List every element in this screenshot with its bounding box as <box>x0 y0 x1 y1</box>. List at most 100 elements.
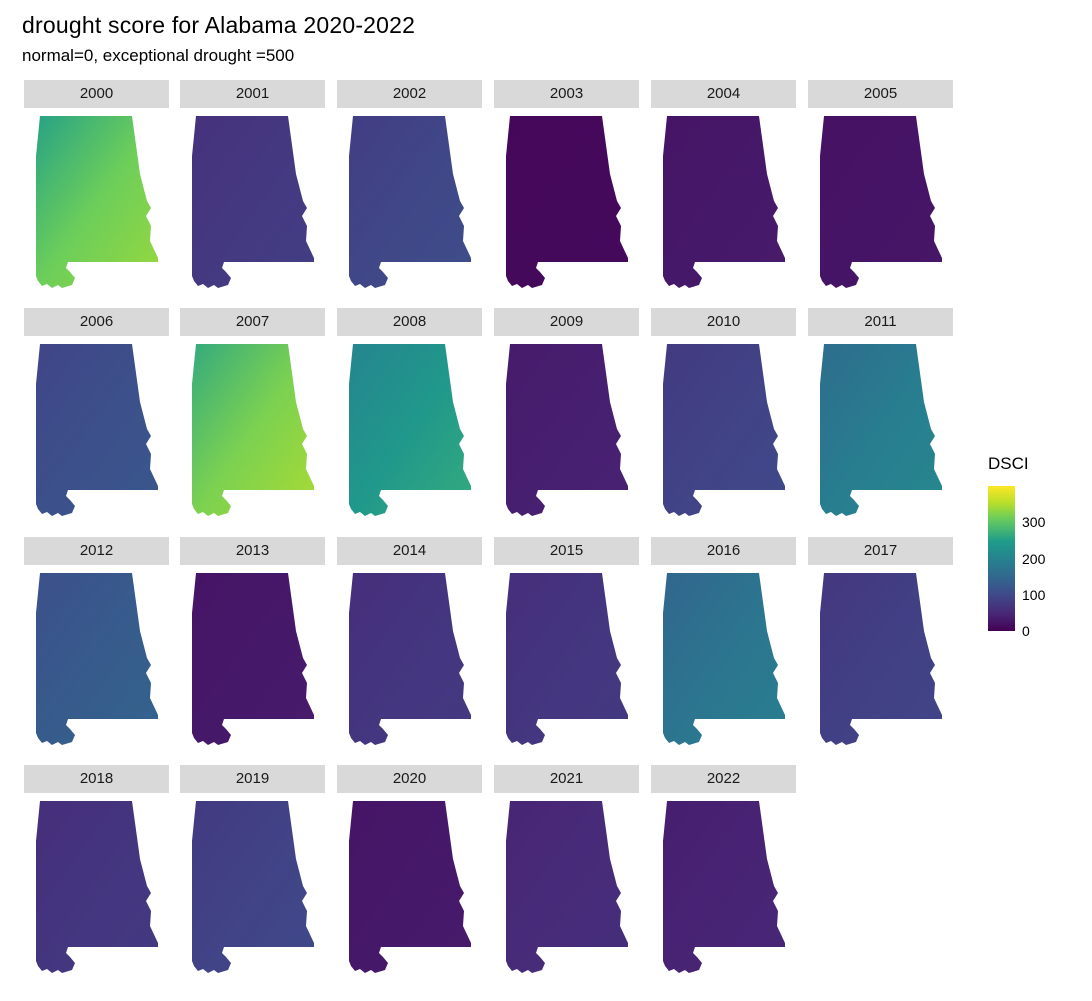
state-shape-2000 <box>36 116 158 288</box>
facet-strip-2017: 2017 <box>808 537 953 565</box>
state-shape-2003 <box>506 116 628 288</box>
facet-map-2004 <box>663 116 785 288</box>
state-shape-2022 <box>663 801 785 973</box>
state-shape-2013 <box>192 573 314 745</box>
facet-label: 2013 <box>235 542 270 559</box>
state-shape-2005 <box>820 116 942 288</box>
legend-tick-mark <box>1015 522 1020 524</box>
facet-strip-2014: 2014 <box>337 537 482 565</box>
legend-tick-mark <box>1015 594 1020 596</box>
facet-map-2010 <box>663 344 785 516</box>
state-shape-2009 <box>506 344 628 516</box>
facet-strip-2022: 2022 <box>651 765 796 793</box>
facet-label: 2005 <box>863 85 898 102</box>
facet-label: 2009 <box>549 313 584 330</box>
state-shape-2018 <box>36 801 158 973</box>
facet-map-2013 <box>192 573 314 745</box>
facet-label: 2020 <box>392 770 427 787</box>
facet-strip-2009: 2009 <box>494 308 639 336</box>
facet-map-2003 <box>506 116 628 288</box>
facet-map-2016 <box>663 573 785 745</box>
facet-map-2002 <box>349 116 471 288</box>
state-shape-2010 <box>663 344 785 516</box>
facet-strip-2008: 2008 <box>337 308 482 336</box>
state-shape-2001 <box>192 116 314 288</box>
facet-strip-2010: 2010 <box>651 308 796 336</box>
facet-map-2021 <box>506 801 628 973</box>
legend-title: DSCI <box>988 454 1029 473</box>
state-shape-2016 <box>663 573 785 745</box>
facet-label: 2017 <box>863 542 898 559</box>
facet-label: 2011 <box>864 313 897 330</box>
state-shape-2002 <box>349 116 471 288</box>
facet-label: 2016 <box>706 542 741 559</box>
facet-label: 2000 <box>79 85 114 102</box>
facet-strip-2011: 2011 <box>808 308 953 336</box>
state-shape-2008 <box>349 344 471 516</box>
legend-tick-label: 0 <box>1022 623 1030 639</box>
facet-strip-2020: 2020 <box>337 765 482 793</box>
facet-label: 2006 <box>79 313 114 330</box>
facet-strip-2021: 2021 <box>494 765 639 793</box>
facet-strip-2004: 2004 <box>651 80 796 108</box>
facet-map-2000 <box>36 116 158 288</box>
facet-strip-2019: 2019 <box>180 765 325 793</box>
facet-strip-2018: 2018 <box>24 765 169 793</box>
facet-map-2018 <box>36 801 158 973</box>
chart-subtitle: normal=0, exceptional drought =500 <box>22 46 295 65</box>
facet-strip-2006: 2006 <box>24 308 169 336</box>
facet-map-2011 <box>820 344 942 516</box>
facet-map-2022 <box>663 801 785 973</box>
facet-label: 2019 <box>235 770 270 787</box>
facet-strip-2007: 2007 <box>180 308 325 336</box>
facet-label: 2012 <box>79 542 114 559</box>
facet-map-2006 <box>36 344 158 516</box>
facet-map-2015 <box>506 573 628 745</box>
facet-label: 2007 <box>235 313 270 330</box>
facet-label: 2022 <box>706 770 741 787</box>
state-shape-2007 <box>192 344 314 516</box>
facet-label: 2002 <box>392 85 427 102</box>
facet-map-2008 <box>349 344 471 516</box>
legend-tick-mark <box>1015 558 1020 560</box>
facet-map-2001 <box>192 116 314 288</box>
state-shape-2021 <box>506 801 628 973</box>
state-shape-2012 <box>36 573 158 745</box>
legend-tick-label: 100 <box>1022 586 1046 603</box>
facet-strip-2016: 2016 <box>651 537 796 565</box>
facet-strip-2003: 2003 <box>494 80 639 108</box>
facet-label: 2004 <box>706 85 741 102</box>
facet-map-2020 <box>349 801 471 973</box>
facet-label: 2010 <box>706 313 741 330</box>
facet-map-2007 <box>192 344 314 516</box>
facet-label: 2008 <box>392 313 427 330</box>
facet-strip-2013: 2013 <box>180 537 325 565</box>
facet-label: 2021 <box>549 770 584 787</box>
facet-strip-2001: 2001 <box>180 80 325 108</box>
state-shape-2004 <box>663 116 785 288</box>
facet-label: 2015 <box>549 542 584 559</box>
state-shape-2019 <box>192 801 314 973</box>
facet-map-2009 <box>506 344 628 516</box>
facet-map-2019 <box>192 801 314 973</box>
state-shape-2011 <box>820 344 942 516</box>
facet-strip-2002: 2002 <box>337 80 482 108</box>
legend-colorbar <box>988 486 1015 631</box>
color-legend: DSCI 300 200 100 0 <box>988 454 1088 639</box>
facet-map-2012 <box>36 573 158 745</box>
state-shape-2015 <box>506 573 628 745</box>
chart-title: drought score for Alabama 2020-2022 <box>22 12 416 38</box>
facet-map-2017 <box>820 573 942 745</box>
facet-map-2005 <box>820 116 942 288</box>
state-shape-2020 <box>349 801 471 973</box>
facet-label: 2001 <box>235 85 270 102</box>
facet-strip-2012: 2012 <box>24 537 169 565</box>
state-shape-2014 <box>349 573 471 745</box>
facet-label: 2018 <box>79 770 114 787</box>
state-shape-2017 <box>820 573 942 745</box>
facet-strip-2000: 2000 <box>24 80 169 108</box>
facet-label: 2003 <box>549 85 584 102</box>
legend-tick-label: 300 <box>1022 514 1046 531</box>
state-shape-2006 <box>36 344 158 516</box>
